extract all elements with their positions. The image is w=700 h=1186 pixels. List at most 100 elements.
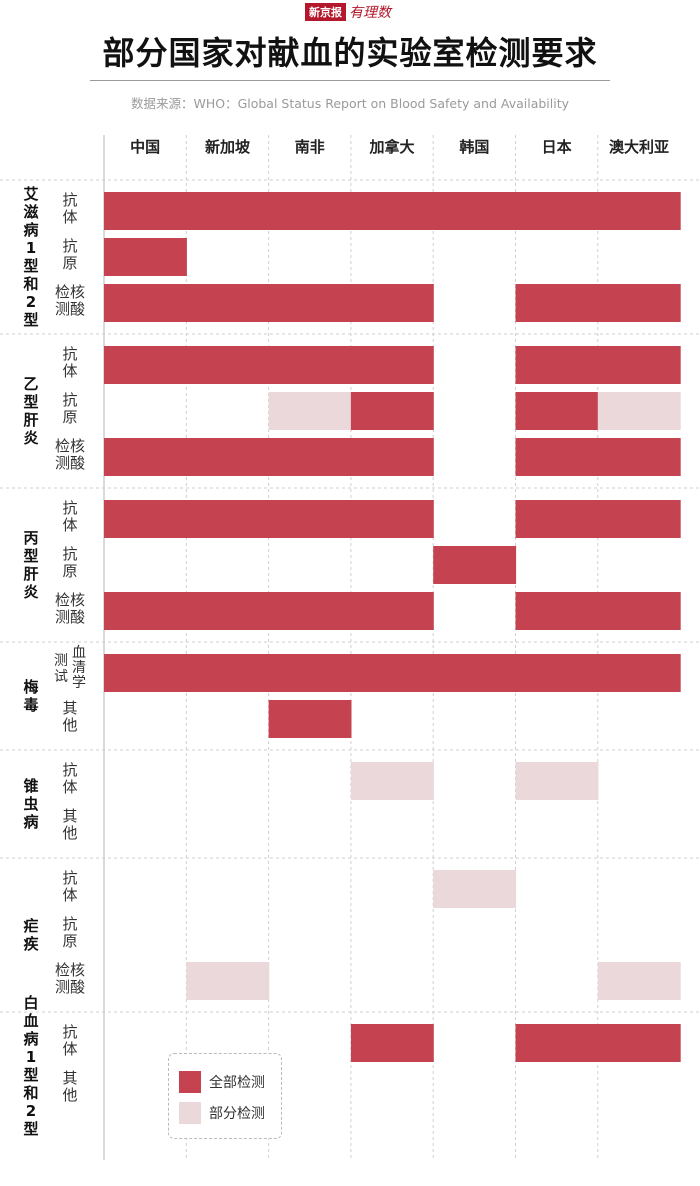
chart-title: 部分国家对献血的实验室检测要求 [102, 34, 598, 72]
group-label-char: 病 [23, 1030, 38, 1048]
group-label-char: 1 [26, 239, 36, 257]
cell-full [350, 392, 434, 430]
row-label-line: 测酸 [55, 978, 85, 996]
row-label-char: 体 [62, 778, 77, 796]
row-label-char: 抗 [62, 391, 77, 409]
row-label-char: 抗 [62, 869, 77, 887]
legend: 全部检测 部分检测 [168, 1053, 282, 1139]
cell-full [104, 654, 187, 692]
row-label-char: 抗 [62, 1023, 77, 1041]
row-label-line: 检核 [55, 591, 85, 609]
row-label-char: 体 [62, 516, 77, 534]
group-label-char: 病 [23, 221, 38, 239]
group-label-char: 肝 [23, 565, 38, 583]
group-label-char: 梅 [23, 678, 38, 696]
cell-full [350, 192, 434, 230]
group-label-char: 毒 [23, 696, 38, 714]
cell-full [104, 592, 187, 630]
legend-swatch-partial [179, 1102, 201, 1124]
logo-brand: 有理数 [349, 5, 391, 21]
row-label-line: 检核 [55, 437, 85, 455]
cell-full [597, 284, 681, 322]
row-label-line: 检核 [55, 961, 85, 979]
cell-full [350, 654, 434, 692]
cell-full [597, 500, 681, 538]
row-label-line: 检核 [55, 283, 85, 301]
cell-full [186, 500, 270, 538]
row-label-char: 测 [54, 653, 68, 669]
row-label-char: 抗 [62, 915, 77, 933]
cell-full [268, 438, 352, 476]
cell-full [104, 438, 187, 476]
row-label-char: 血 [72, 645, 86, 661]
cell-full [433, 192, 517, 230]
cell-partial [433, 870, 517, 908]
legend-swatch-full [179, 1071, 201, 1093]
group-label-char: 病 [23, 813, 38, 831]
row-label-char: 其 [62, 807, 77, 825]
cell-partial [597, 962, 681, 1000]
cell-full [597, 592, 681, 630]
cell-full [186, 284, 270, 322]
group-label-char: 2 [26, 293, 36, 311]
cell-full [268, 192, 352, 230]
row-label-line: 测酸 [55, 300, 85, 318]
legend-label-full: 全部检测 [209, 1075, 265, 1091]
row-label-char: 体 [62, 208, 77, 226]
cell-full [350, 500, 434, 538]
cell-full [268, 500, 352, 538]
row-label-char: 抗 [62, 761, 77, 779]
group-label-char: 炎 [23, 429, 38, 447]
cell-full [186, 192, 270, 230]
group-label-char: 型 [23, 257, 38, 275]
cell-full [597, 1024, 681, 1062]
cell-full [433, 654, 517, 692]
cell-full [515, 1024, 599, 1062]
cell-full [186, 592, 270, 630]
row-label-line: 测酸 [55, 608, 85, 626]
cell-full [350, 1024, 434, 1062]
group-label-char: 1 [26, 1048, 36, 1066]
cell-partial [597, 392, 681, 430]
cell-full [350, 592, 434, 630]
cell-full [350, 284, 434, 322]
row-label-char: 抗 [62, 545, 77, 563]
cell-full [515, 592, 599, 630]
row-label-char: 其 [62, 699, 77, 717]
group-label-char: 型 [23, 1066, 38, 1084]
cell-full [104, 238, 187, 276]
group-label-char: 乙 [23, 375, 38, 393]
country-header: 韩国 [459, 138, 489, 156]
row-label-char: 体 [62, 362, 77, 380]
row-label-char: 他 [62, 1086, 77, 1104]
cell-full [433, 546, 517, 584]
legend-item-partial: 部分检测 [179, 1102, 265, 1124]
row-label-char: 原 [62, 562, 77, 580]
cell-partial [186, 962, 270, 1000]
cell-full [597, 654, 681, 692]
cell-full [515, 392, 599, 430]
cell-full [186, 346, 270, 384]
row-label-char: 体 [62, 886, 77, 904]
cell-full [350, 438, 434, 476]
row-label-char: 原 [62, 254, 77, 272]
header: 新京报 有理数 部分国家对献血的实验室检测要求 数据来源：WHO：Global … [0, 0, 700, 120]
cell-full [515, 654, 599, 692]
group-label-char: 型 [23, 547, 38, 565]
cell-full [268, 700, 352, 738]
cell-partial [515, 762, 599, 800]
cell-full [597, 192, 681, 230]
row-label-char: 学 [72, 675, 86, 691]
cell-full [515, 192, 599, 230]
cell-full [350, 346, 434, 384]
row-label-char: 体 [62, 1040, 77, 1058]
legend-label-partial: 部分检测 [209, 1106, 265, 1122]
cell-full [597, 346, 681, 384]
row-label-char: 抗 [62, 191, 77, 209]
row-label-line: 测酸 [55, 454, 85, 472]
row-label-char: 试 [54, 669, 68, 685]
row-label-char: 抗 [62, 237, 77, 255]
cell-full [104, 284, 187, 322]
cell-full [104, 500, 187, 538]
row-label-char: 清 [72, 660, 86, 676]
